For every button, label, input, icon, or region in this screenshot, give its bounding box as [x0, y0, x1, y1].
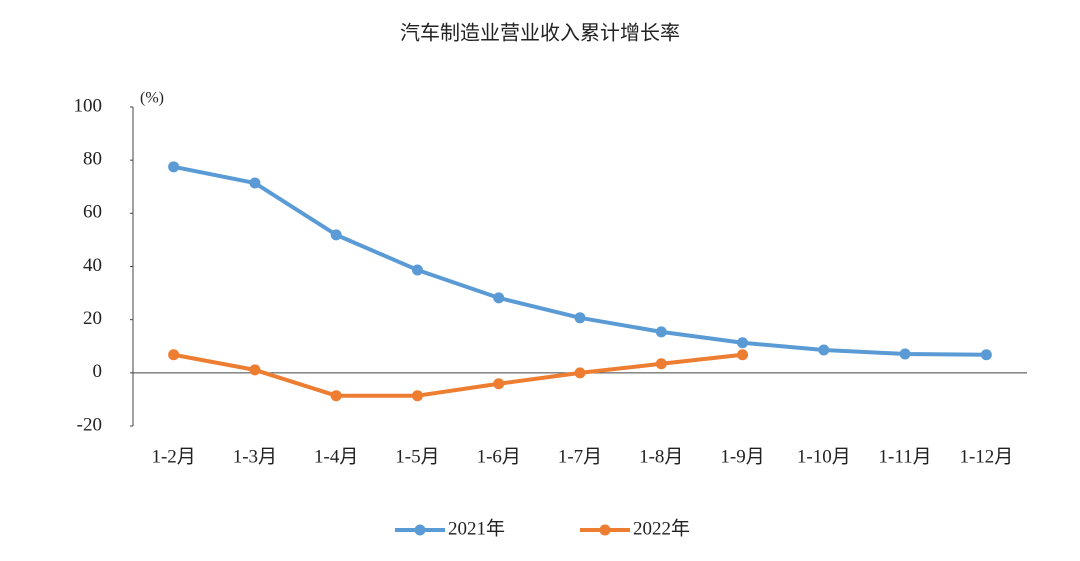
data-point: [493, 292, 505, 304]
y-tick-label: 0: [93, 361, 103, 382]
y-tick-label: 80: [83, 149, 102, 170]
data-point: [574, 312, 586, 324]
data-point: [249, 364, 261, 376]
y-tick-label: 100: [74, 95, 103, 116]
x-tick-label: 1-12月: [959, 446, 1013, 467]
x-tick-label: 1-3月: [233, 446, 277, 467]
x-tick-label: 1-4月: [314, 446, 358, 467]
y-tick-label: 20: [83, 308, 102, 329]
data-point: [737, 349, 749, 361]
data-point: [168, 349, 180, 361]
data-point: [737, 337, 749, 349]
data-point: [493, 378, 505, 390]
data-point: [980, 349, 992, 361]
data-point: [655, 326, 667, 338]
data-point: [899, 348, 911, 360]
legend-marker: [414, 524, 426, 536]
legend-label: 2021年: [448, 517, 505, 539]
data-point: [655, 358, 667, 370]
x-tick-label: 1-2月: [151, 446, 195, 467]
y-tick-label: 40: [83, 255, 102, 276]
x-tick-label: 1-9月: [720, 446, 764, 467]
series-line: [173, 164, 987, 357]
x-tick-label: 1-10月: [797, 446, 851, 467]
x-tick-label: 1-6月: [477, 446, 521, 467]
x-tick-label: 1-5月: [395, 446, 439, 467]
data-point: [818, 344, 830, 356]
legend-marker: [599, 524, 611, 536]
chart-title: 汽车制造业营业收入累计增长率: [400, 22, 680, 45]
data-point: [411, 264, 423, 276]
data-point: [330, 390, 342, 402]
data-point: [411, 390, 423, 402]
x-tick-label: 1-8月: [639, 446, 683, 467]
series-line: [173, 352, 743, 398]
y-tick-label: -20: [77, 414, 102, 435]
legend-label: 2022年: [633, 517, 690, 539]
data-point: [330, 229, 342, 241]
x-tick-label: 1-7月: [558, 446, 602, 467]
y-tick-label: 60: [83, 202, 102, 223]
x-tick-label: 1-11月: [879, 446, 932, 467]
data-point: [574, 367, 586, 379]
data-point: [168, 161, 180, 173]
data-point: [249, 177, 261, 189]
y-axis-label: (%): [140, 90, 164, 107]
